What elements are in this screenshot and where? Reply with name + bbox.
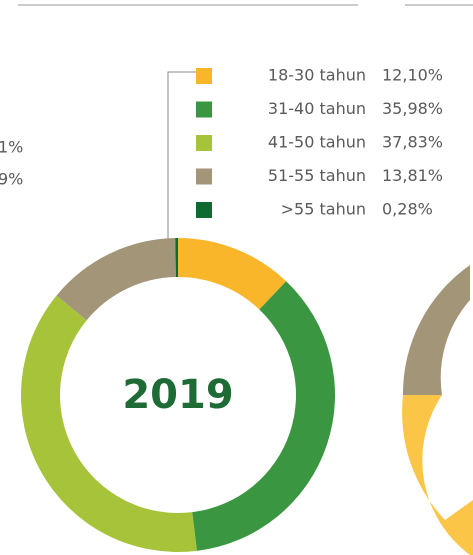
neighbor-segment	[402, 395, 473, 555]
neighbor-segment	[402, 265, 470, 395]
legend-swatch	[196, 101, 212, 118]
legend-value: 13,81%	[382, 166, 443, 185]
donut-segment	[178, 238, 287, 310]
legend-label: 31-40 tahun	[268, 99, 366, 118]
legend-label: 18-30 tahun	[268, 66, 366, 85]
legend-value: 0,28%	[382, 200, 433, 219]
donut-segment	[56, 238, 176, 321]
legend-label: 41-50 tahun	[268, 133, 366, 152]
donut-segment	[20, 295, 197, 553]
legend-swatch	[196, 168, 212, 185]
legend-label: >55 tahun	[281, 200, 366, 219]
legend-value: 35,98%	[382, 99, 443, 118]
donut-segment	[175, 238, 178, 278]
neighbor-donut	[402, 265, 473, 555]
connector	[167, 71, 196, 240]
legend-swatch	[196, 135, 212, 151]
partial-label: 9%	[0, 170, 23, 189]
legend-value: 37,83%	[382, 133, 443, 152]
legend-swatch	[196, 202, 212, 218]
legend-label: 51-55 tahun	[268, 166, 366, 185]
donut-segment	[192, 281, 335, 551]
center-title: 2019	[122, 372, 233, 418]
partial-label: 1%	[0, 138, 23, 157]
legend-value: 12,10%	[382, 66, 443, 85]
legend-swatch	[196, 68, 212, 84]
